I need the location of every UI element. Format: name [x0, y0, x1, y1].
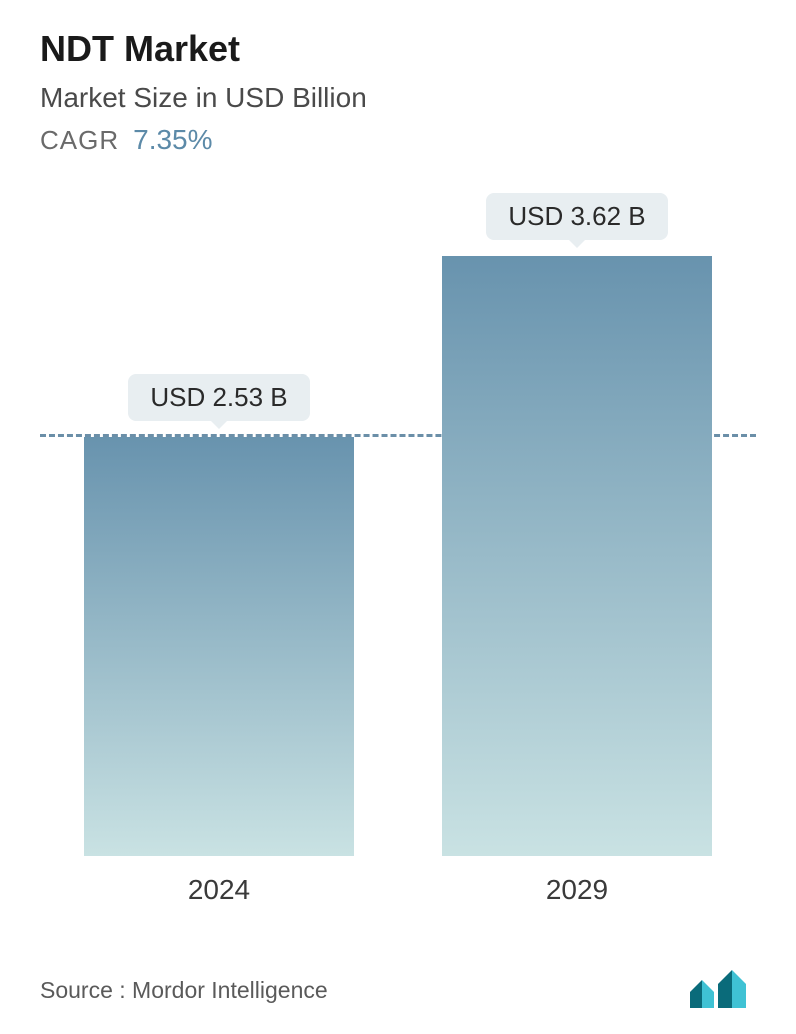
x-axis-label: 2029	[442, 874, 712, 906]
chart-subtitle: Market Size in USD Billion	[40, 82, 756, 114]
logo-icon	[688, 970, 756, 1010]
bar-value-label: USD 3.62 B	[486, 193, 667, 240]
brand-logo	[688, 970, 756, 1010]
footer: Source : Mordor Intelligence	[40, 970, 756, 1010]
x-axis-labels: 2024 2029	[40, 874, 756, 906]
source-text: Source : Mordor Intelligence	[40, 977, 328, 1004]
bar	[84, 437, 354, 856]
chart-container: NDT Market Market Size in USD Billion CA…	[0, 0, 796, 1034]
bar-group: USD 2.53 B	[84, 374, 354, 856]
bar-value-label: USD 2.53 B	[128, 374, 309, 421]
x-axis-label: 2024	[84, 874, 354, 906]
bar-group: USD 3.62 B	[442, 193, 712, 856]
bar	[442, 256, 712, 856]
cagr-row: CAGR 7.35%	[40, 124, 756, 156]
bars-row: USD 2.53 B USD 3.62 B	[40, 186, 756, 856]
cagr-value: 7.35%	[133, 124, 212, 156]
header: NDT Market Market Size in USD Billion CA…	[40, 28, 756, 156]
chart-title: NDT Market	[40, 28, 756, 70]
chart-area: USD 2.53 B USD 3.62 B 2024 2029	[40, 186, 756, 906]
cagr-label: CAGR	[40, 125, 119, 156]
